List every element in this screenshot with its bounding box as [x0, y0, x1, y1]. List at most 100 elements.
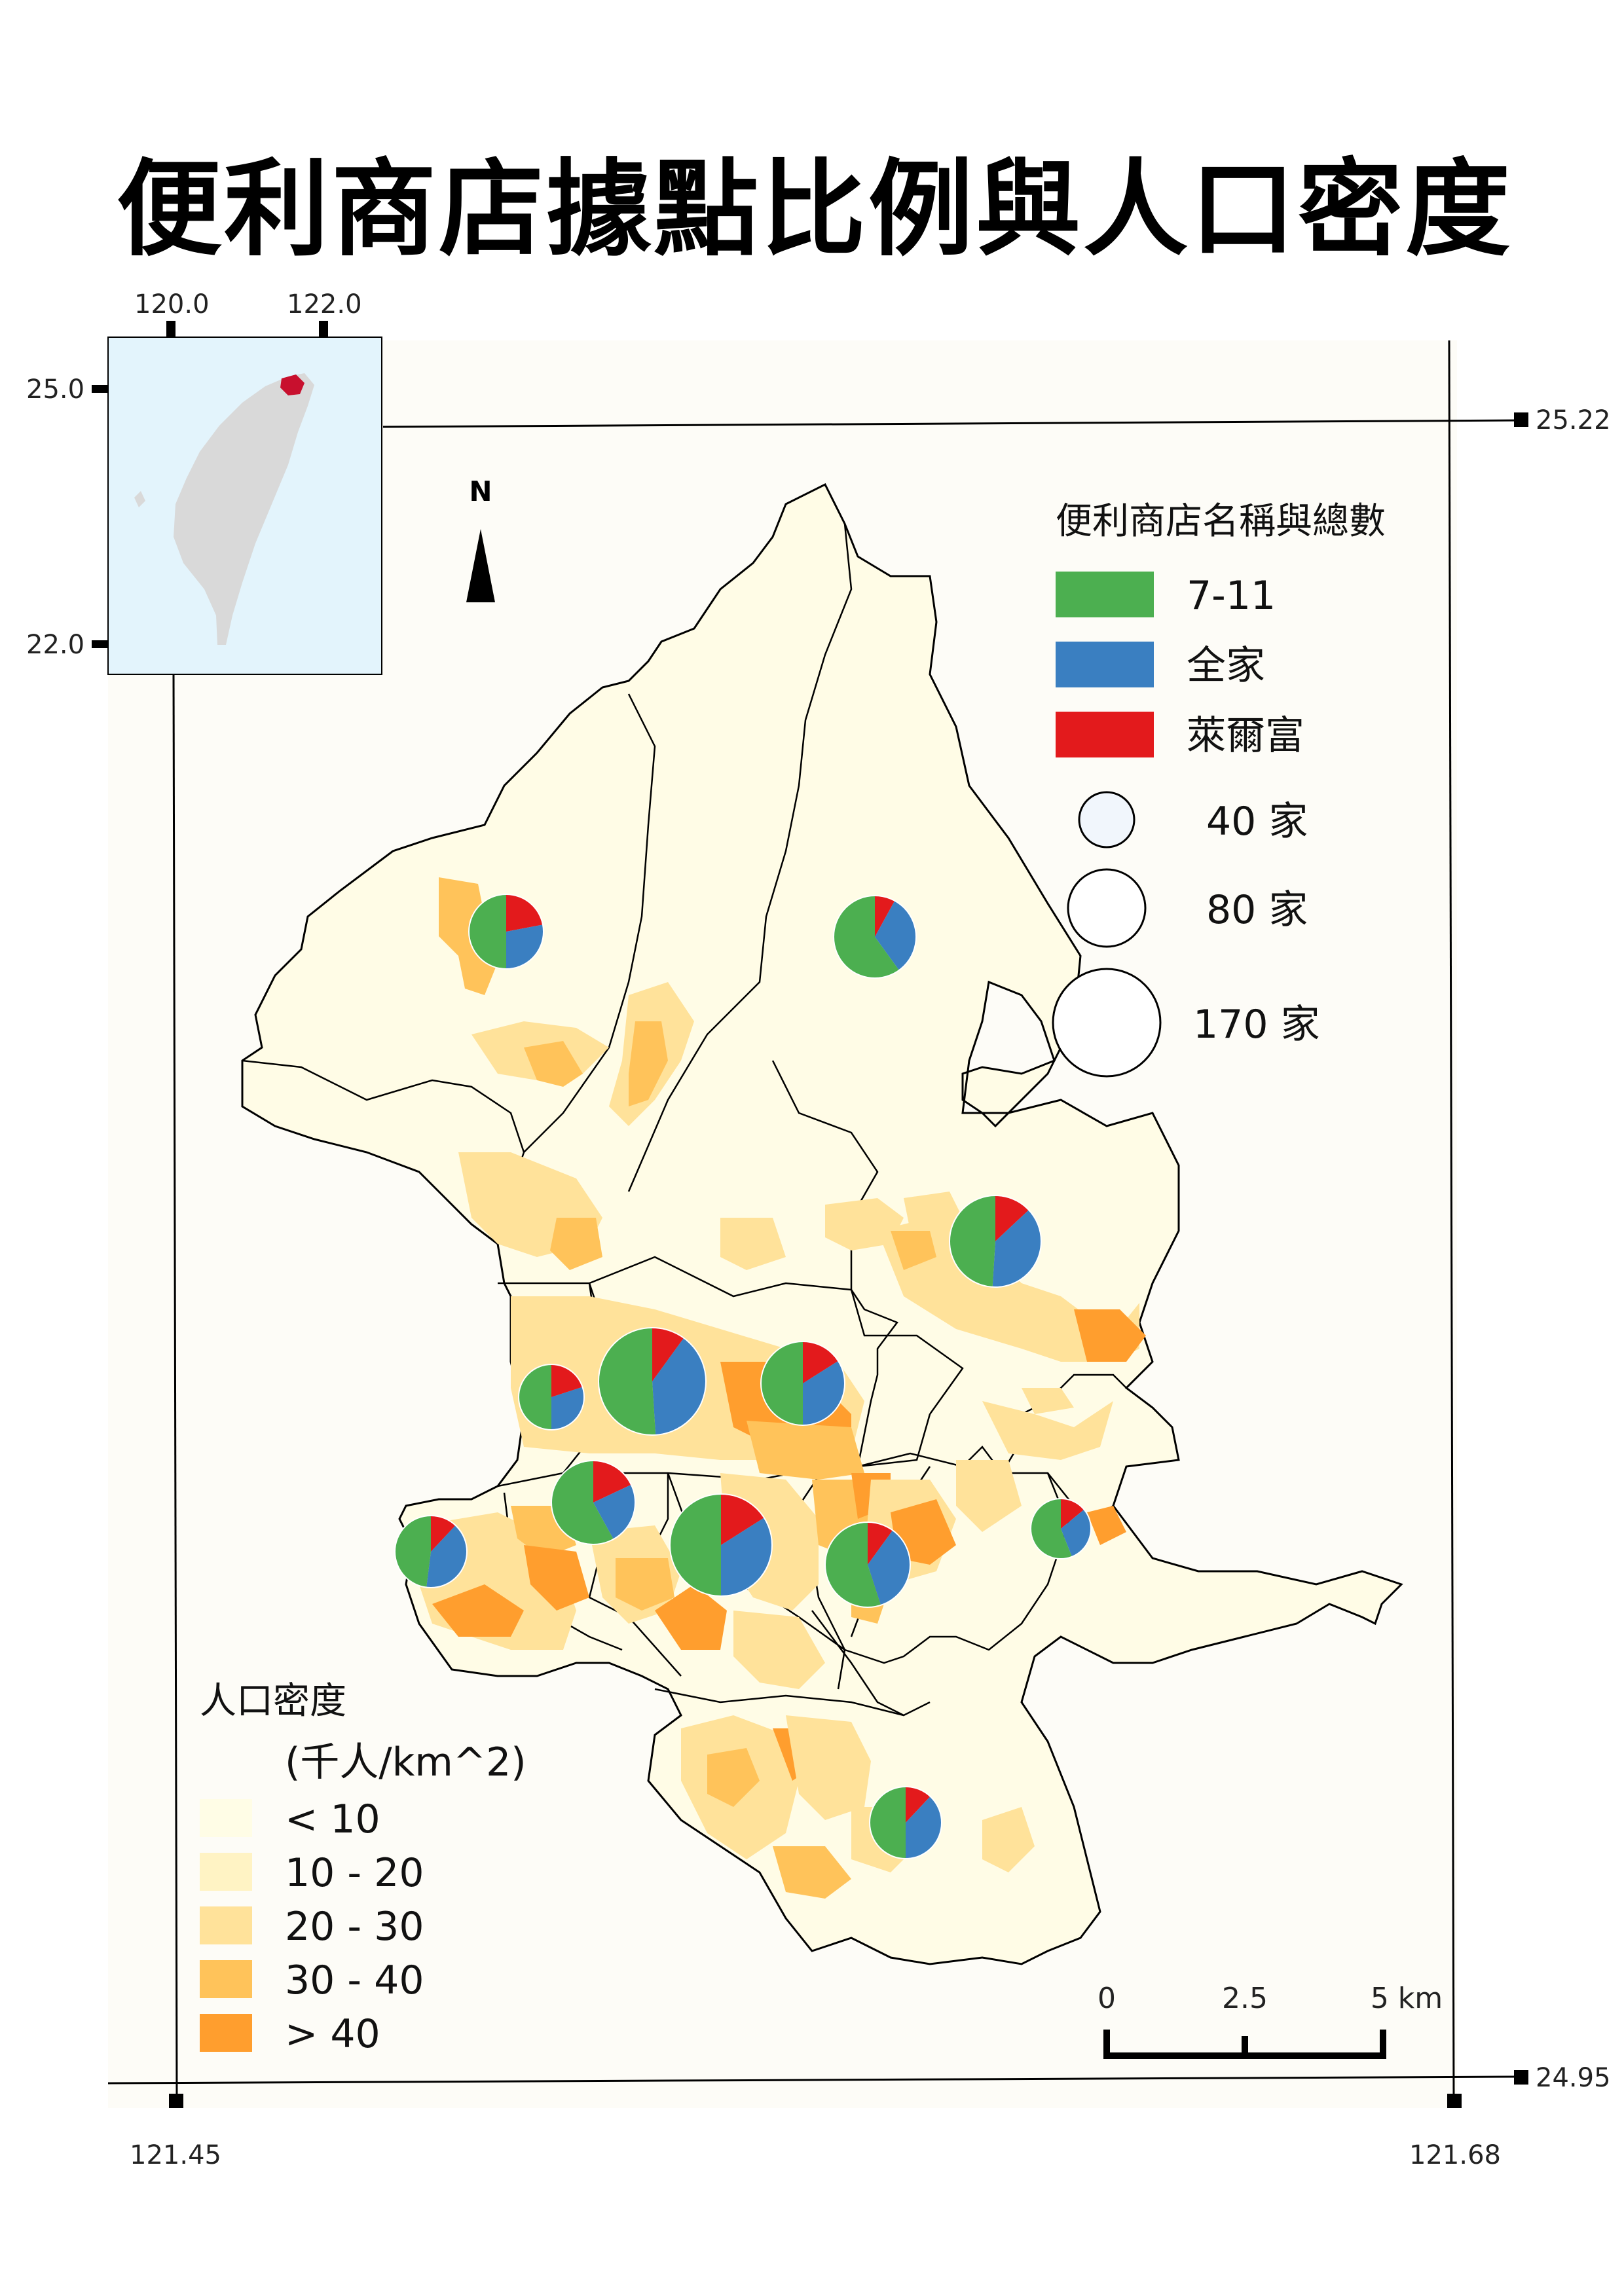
pie-outline [869, 1786, 942, 1859]
density-legend: 人口密度 (千人/km^2) < 10 10 - 20 20 - 30 30 -… [200, 1680, 526, 2057]
pie-slice [394, 1516, 431, 1588]
store-pie [551, 1460, 636, 1545]
pie-outline [1030, 1498, 1092, 1559]
graticule-lines [107, 340, 1523, 2101]
pie-outline [468, 894, 544, 970]
store-pie [669, 1493, 773, 1597]
density-legend-title: 人口密度 [200, 1680, 346, 1722]
pie-slice [721, 1494, 764, 1545]
pie-outline [551, 1460, 636, 1545]
pie-outline [760, 1341, 845, 1426]
pie-slice [803, 1341, 839, 1383]
pie-slice [469, 894, 506, 969]
tick-top-2: 122.0 [287, 289, 362, 319]
pie-slice [551, 1387, 585, 1430]
pie-slice [1030, 1499, 1072, 1559]
density-swatch-4 [200, 1960, 252, 1998]
pie-slice [551, 1461, 614, 1544]
pie-slice [875, 900, 916, 970]
pie-slice [906, 1796, 942, 1859]
pie-outline [394, 1515, 468, 1588]
scale-label-2-5: 2.5 [1222, 1982, 1268, 2015]
scale-bar: 0 2.5 5 km [1098, 1982, 1443, 2059]
pie-slice [1061, 1499, 1084, 1529]
density-label-1: < 10 [285, 1796, 380, 1842]
store-legend-title: 便利商店名稱與總數 [1056, 500, 1386, 543]
store-pie [518, 1364, 585, 1430]
pie-slice [431, 1516, 456, 1552]
pie-slice [652, 1328, 684, 1381]
legend-size-80 [1067, 868, 1147, 948]
pie-outline [824, 1522, 911, 1608]
pie-slice [652, 1338, 706, 1435]
store-pie [869, 1786, 942, 1859]
pie-slice [868, 1522, 893, 1565]
store-pie [468, 894, 544, 970]
pie-slice [761, 1341, 803, 1425]
legend-label-family: 全家 [1187, 643, 1265, 689]
store-pie [1030, 1498, 1092, 1559]
store-pie [833, 895, 917, 979]
store-pie [824, 1522, 911, 1608]
pie-slice [551, 1364, 583, 1397]
tick-right-1: 25.22 [1536, 405, 1611, 435]
density-label-4: 30 - 40 [285, 1958, 424, 2003]
map-title: 便利商店據點比例與人口密度 [117, 147, 1513, 270]
inset-penghu [134, 491, 145, 507]
pie-slice [995, 1195, 1029, 1241]
pie-slice [721, 1518, 772, 1596]
tick-left-2: 22.0 [26, 630, 84, 660]
legend-size-170-label: 170 家 [1193, 1002, 1320, 1048]
pie-slice [803, 1360, 845, 1425]
legend-swatch-hilife [1056, 712, 1154, 757]
store-pies [394, 894, 1092, 1859]
tick-bottom-1: 121.45 [130, 2140, 221, 2170]
pie-outline [598, 1327, 707, 1436]
pie-slice [875, 896, 895, 937]
inset-taiwan-land [174, 373, 314, 645]
tick-left-1: 25.0 [26, 374, 84, 405]
density-swatch-5 [200, 2014, 252, 2052]
store-pie [598, 1327, 707, 1436]
inset-taipei-highlight [280, 374, 304, 395]
legend-swatch-7-11 [1056, 572, 1154, 617]
pie-slice [906, 1787, 931, 1823]
store-pie [949, 1195, 1042, 1288]
pie-slice [834, 896, 900, 978]
pie-outline [833, 895, 917, 979]
north-label: N [469, 475, 492, 507]
pie-slice [825, 1522, 881, 1607]
inset-map [107, 337, 382, 675]
pie-slice [868, 1530, 910, 1605]
density-label-5: > 40 [285, 2011, 380, 2057]
store-legend: 便利商店名稱與總數 7-11 全家 萊爾富 40 家 80 家 170 家 [1052, 500, 1386, 1078]
pie-outline [669, 1493, 773, 1597]
density-swatch-1 [200, 1799, 252, 1837]
pie-slice [426, 1525, 467, 1588]
store-pie [394, 1515, 468, 1588]
store-pie [760, 1341, 845, 1426]
graticule-ticks [92, 321, 1528, 2108]
scale-label-0: 0 [1098, 1982, 1116, 2015]
pie-outline [949, 1195, 1042, 1288]
legend-label-7-11: 7-11 [1187, 573, 1276, 619]
density-swatch-3 [200, 1906, 252, 1944]
scale-label-5km: 5 km [1371, 1982, 1443, 2015]
pie-slice [506, 924, 544, 969]
legend-size-170 [1052, 968, 1162, 1078]
density-legend-unit: (千人/km^2) [285, 1740, 526, 1785]
pie-slice [519, 1364, 551, 1430]
legend-size-40 [1078, 791, 1135, 848]
pie-slice [950, 1195, 995, 1287]
legend-label-hilife: 萊爾富 [1187, 713, 1304, 759]
legend-size-80-label: 80 家 [1206, 887, 1308, 933]
tick-right-2: 24.95 [1536, 2063, 1611, 2093]
pie-slice [670, 1494, 721, 1596]
pie-slice [992, 1210, 1041, 1287]
density-label-2: 10 - 20 [285, 1850, 424, 1896]
density-label-3: 20 - 30 [285, 1904, 424, 1950]
pie-slice [593, 1461, 631, 1503]
tick-top-1: 120.0 [134, 289, 210, 319]
tick-bottom-2: 121.68 [1409, 2140, 1501, 2170]
